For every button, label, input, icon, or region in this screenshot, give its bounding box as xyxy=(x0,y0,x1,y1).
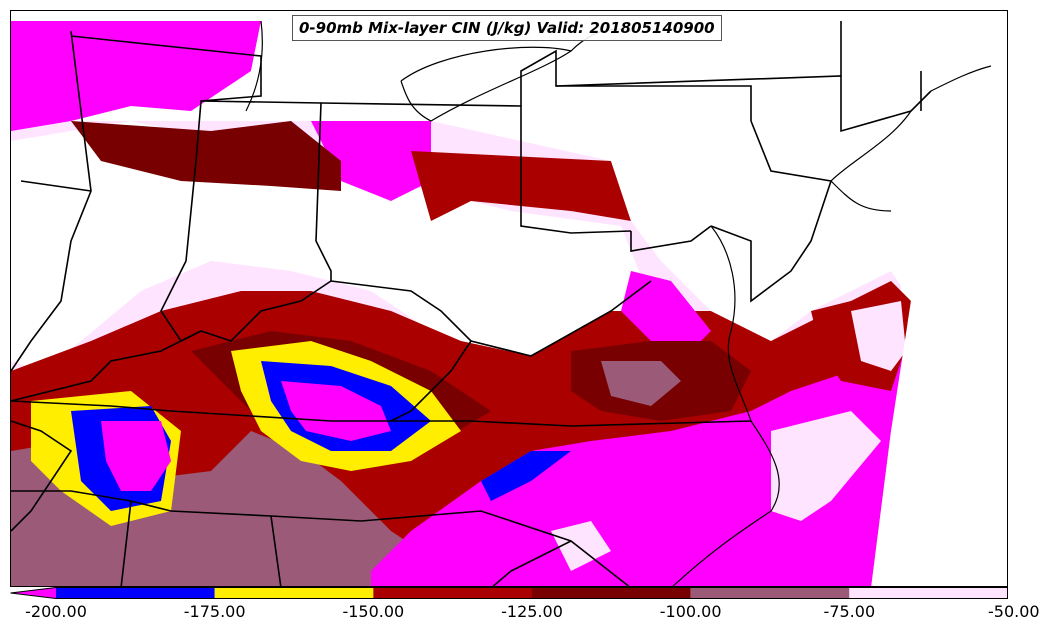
cin-southeast-white xyxy=(771,411,881,521)
northeast-unshaded xyxy=(251,21,1007,341)
colorbar-extend-arrow xyxy=(10,587,56,599)
cin-southeast-white2 xyxy=(551,521,611,571)
cin-coastal-magenta xyxy=(621,271,711,351)
colorbar-segment xyxy=(56,587,215,599)
colorbar-tick-label: -150.00 xyxy=(342,602,405,621)
map-area xyxy=(10,10,1008,587)
cin-white-area xyxy=(11,121,651,371)
colorbar-outline xyxy=(10,587,1008,599)
colorbar-tick-label: -75.00 xyxy=(823,602,876,621)
cin-magenta-north xyxy=(11,21,261,131)
colorbar-tick-label: -125.00 xyxy=(501,602,563,621)
colorbar-segment xyxy=(373,587,532,599)
cin-southeast-blue xyxy=(481,451,571,501)
cin-central-mauve xyxy=(11,431,478,586)
coastlines xyxy=(245,20,992,586)
cin-band-darkred-north xyxy=(71,121,341,191)
colorbar-tick-label: -200.00 xyxy=(25,602,87,621)
state-boundaries xyxy=(11,21,932,586)
colorbar-segment xyxy=(214,587,374,599)
cin-offshore-pale xyxy=(851,301,906,371)
colorbar-segment xyxy=(849,587,1008,599)
cin-southeast-magenta xyxy=(371,331,911,586)
ocean-unshaded xyxy=(871,251,1007,586)
colorbar-tick-label: -100.00 xyxy=(659,602,722,621)
colorbar-segment xyxy=(532,587,691,599)
cin-west-magenta xyxy=(101,421,171,491)
colorbar-tick-label: -50.00 xyxy=(988,602,1040,621)
cin-coastal-mauve xyxy=(601,361,681,406)
cin-map xyxy=(11,20,1007,586)
colorbar xyxy=(10,587,1008,599)
map-title: 0-90mb Mix-layer CIN (J/kg) Valid: 20180… xyxy=(292,15,722,41)
cin-central-magenta xyxy=(281,381,391,441)
colorbar-segment xyxy=(690,587,850,599)
colorbar-tick-label: -175.00 xyxy=(183,602,246,621)
